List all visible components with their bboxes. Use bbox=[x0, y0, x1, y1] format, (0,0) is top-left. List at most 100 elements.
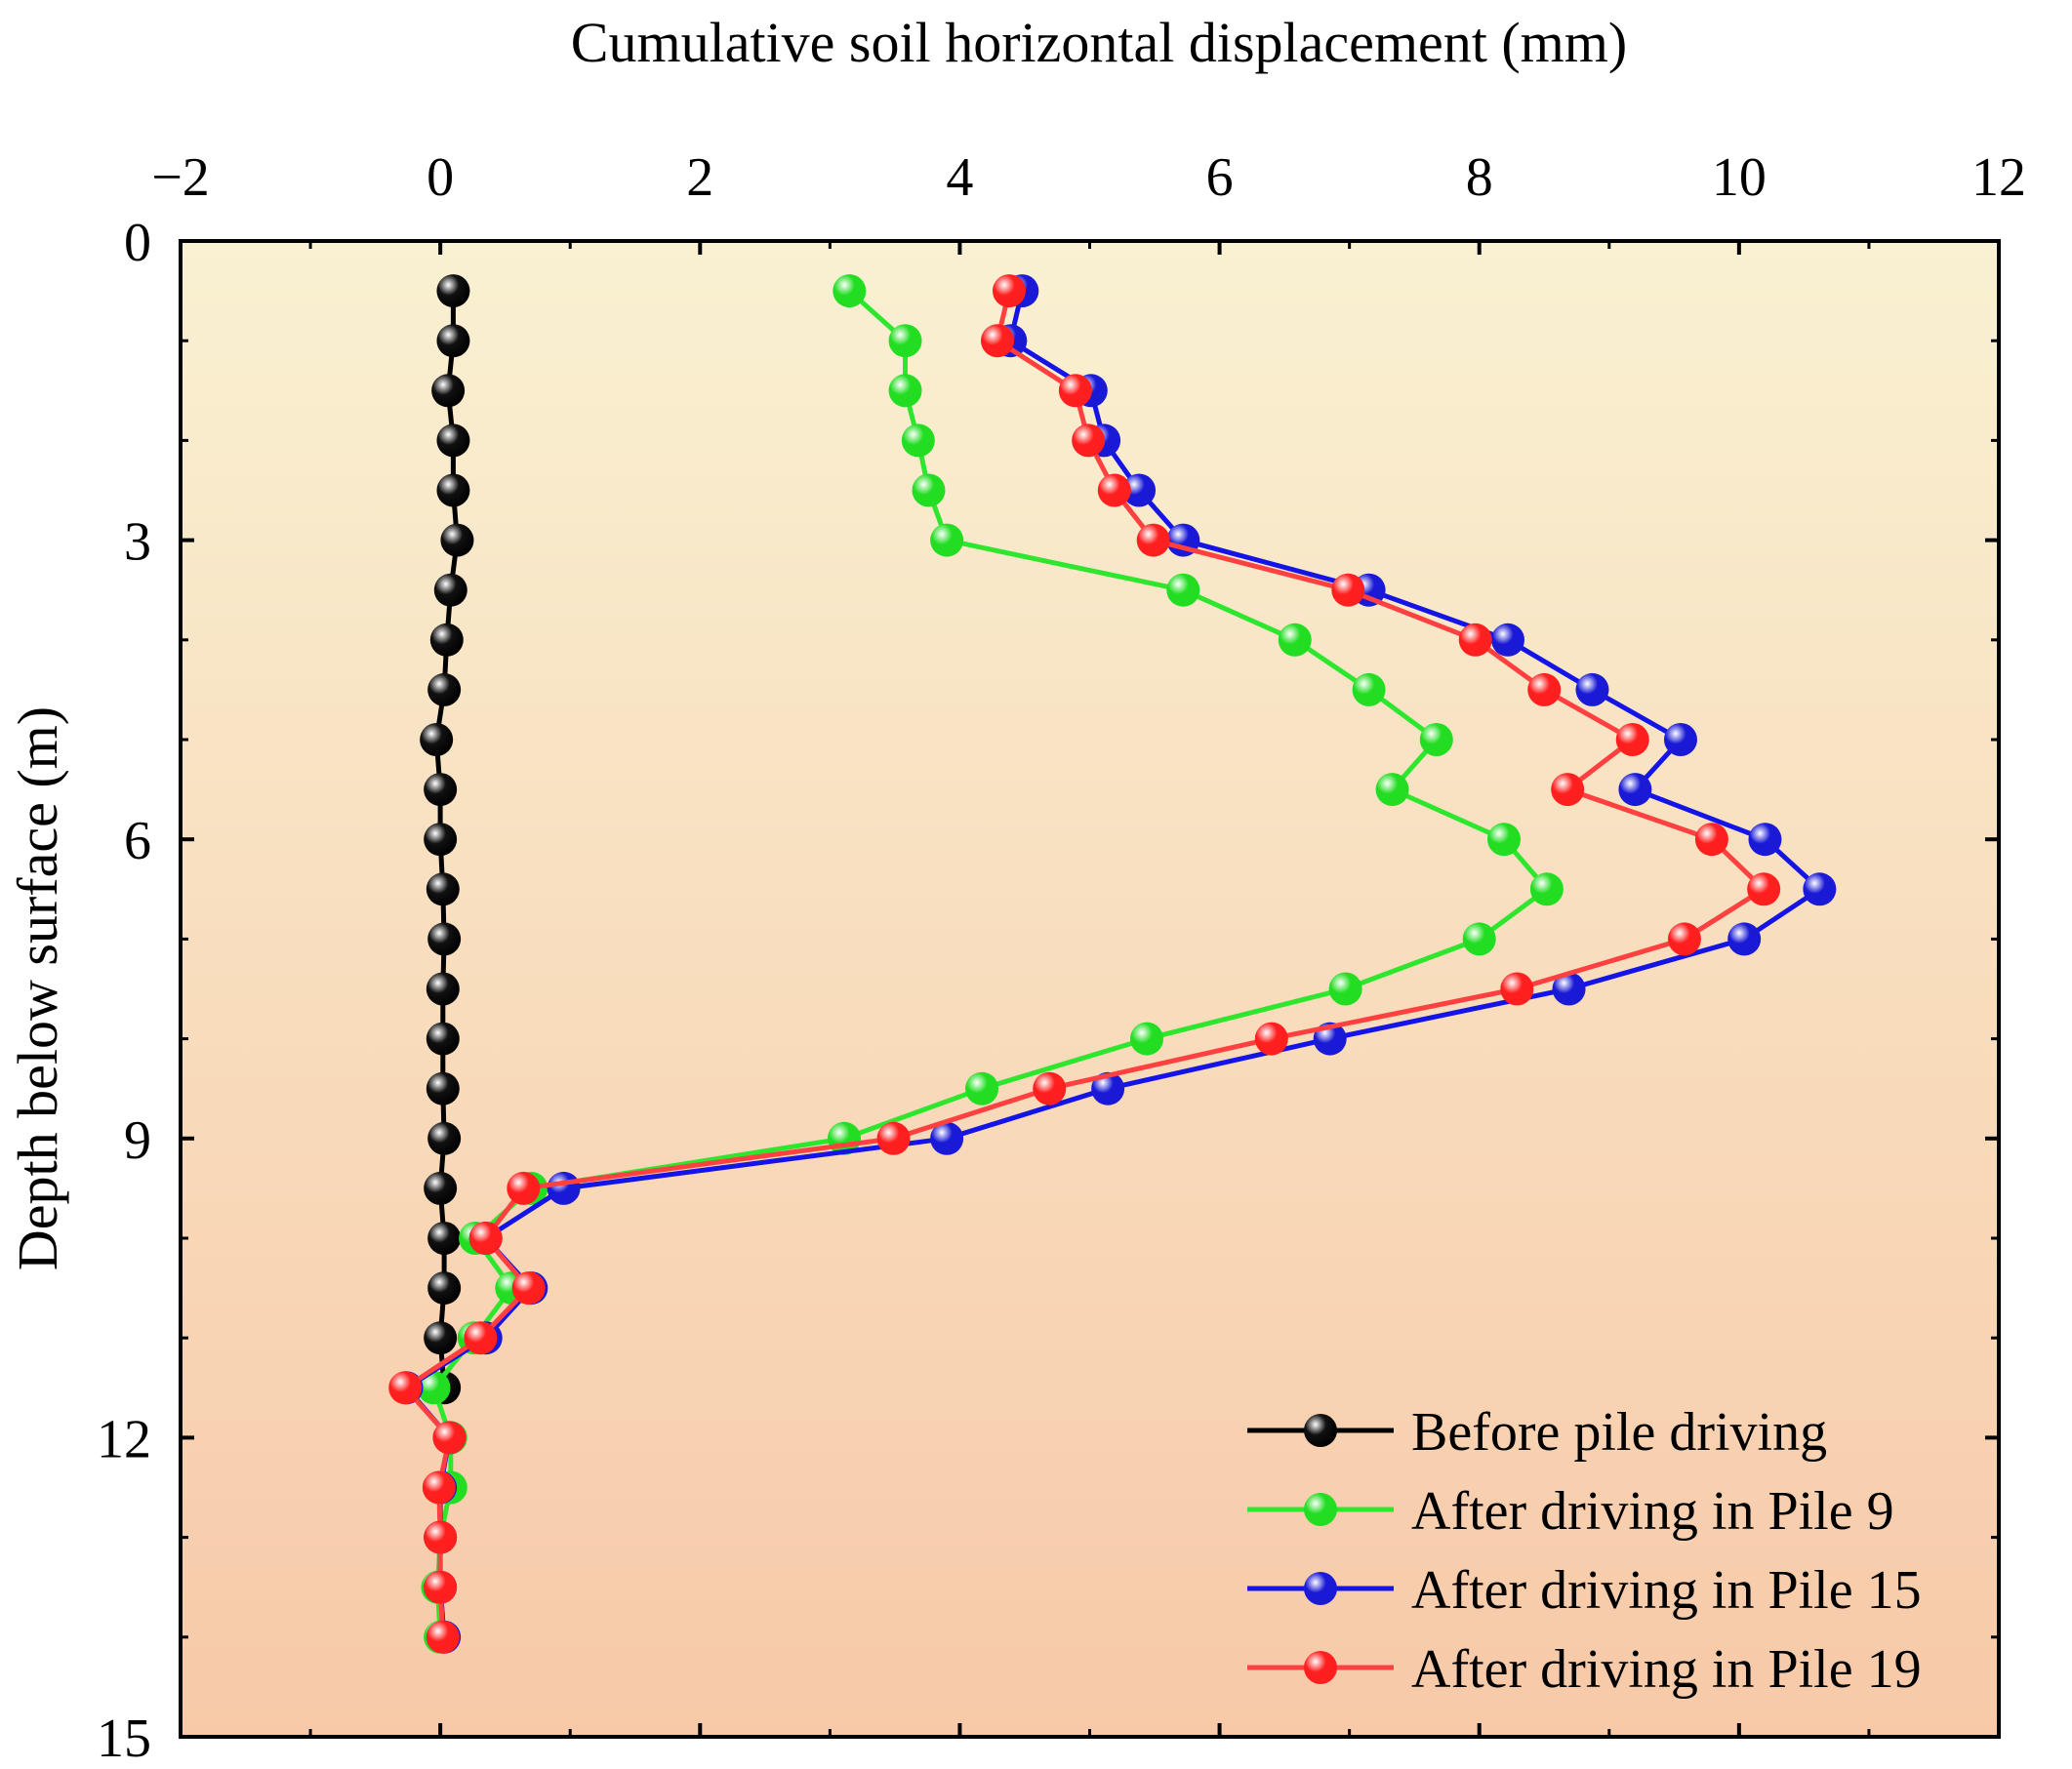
data-point bbox=[436, 423, 470, 458]
data-point bbox=[1615, 723, 1649, 756]
data-point bbox=[833, 274, 867, 308]
data-point bbox=[1122, 473, 1157, 507]
data-point bbox=[1419, 723, 1453, 756]
x-tick-label: 6 bbox=[1206, 147, 1234, 208]
data-point bbox=[1486, 823, 1521, 857]
data-point bbox=[965, 1071, 999, 1106]
data-point bbox=[547, 1171, 581, 1205]
legend-entry-after-driving-in-pile-19: After driving in Pile 19 bbox=[1247, 1639, 1922, 1700]
data-point bbox=[1727, 922, 1762, 956]
data-point bbox=[417, 1371, 451, 1405]
data-point bbox=[1747, 872, 1781, 906]
plot-frame bbox=[179, 239, 2001, 1739]
x-tick-label: 10 bbox=[1712, 147, 1767, 208]
legend-entry-after-driving-in-pile-15: After driving in Pile 15 bbox=[1247, 1560, 1922, 1621]
series-after-driving-in-pile-19 bbox=[388, 274, 1781, 1654]
legend-marker bbox=[1304, 1414, 1337, 1447]
data-point bbox=[1667, 922, 1701, 956]
legend-label: After driving in Pile 9 bbox=[1411, 1481, 1894, 1542]
data-point bbox=[426, 1071, 460, 1106]
data-point bbox=[427, 672, 462, 706]
series-line bbox=[431, 289, 1550, 1637]
legend-label: Before pile driving bbox=[1411, 1402, 1827, 1463]
data-point bbox=[1033, 1071, 1067, 1106]
data-point bbox=[420, 723, 454, 756]
x-tick-label: 12 bbox=[1971, 147, 2026, 208]
data-point bbox=[436, 473, 470, 507]
data-point bbox=[422, 1470, 456, 1505]
data-point bbox=[440, 523, 474, 557]
y-tick-label: 0 bbox=[124, 213, 151, 273]
data-point bbox=[1166, 573, 1200, 607]
legend-entry-before-pile-driving: Before pile driving bbox=[1247, 1402, 1827, 1463]
series-before-pile-driving bbox=[420, 274, 474, 1405]
data-point bbox=[427, 1121, 462, 1155]
data-point bbox=[388, 1371, 423, 1405]
data-point bbox=[930, 1121, 964, 1155]
data-point bbox=[429, 623, 464, 657]
data-point bbox=[426, 1620, 460, 1654]
data-point bbox=[1462, 922, 1496, 956]
y-tick-label: 6 bbox=[124, 811, 151, 871]
data-point bbox=[992, 274, 1026, 308]
x-tick-label: 2 bbox=[686, 147, 713, 208]
data-point bbox=[468, 1222, 503, 1255]
data-point bbox=[511, 1271, 546, 1306]
data-point bbox=[1136, 523, 1170, 557]
y-tick-label: 12 bbox=[97, 1409, 151, 1469]
data-point bbox=[1803, 872, 1837, 906]
data-point bbox=[930, 523, 964, 557]
legend: Before pile driving After driving in Pile… bbox=[1247, 1402, 1922, 1700]
legend-label: After driving in Pile 19 bbox=[1411, 1639, 1922, 1700]
x-axis-title: Cumulative soil horizontal displacement … bbox=[571, 11, 1627, 74]
legend-label: After driving in Pile 15 bbox=[1411, 1560, 1922, 1621]
y-tick-label: 9 bbox=[124, 1110, 151, 1171]
data-point bbox=[464, 1321, 498, 1355]
data-point bbox=[424, 773, 458, 807]
data-point bbox=[426, 1022, 460, 1056]
data-point bbox=[424, 1570, 458, 1604]
data-point bbox=[424, 823, 458, 857]
data-point bbox=[1375, 773, 1409, 807]
data-point bbox=[427, 922, 462, 956]
data-point bbox=[1575, 672, 1609, 706]
data-point bbox=[1529, 872, 1564, 906]
data-point bbox=[436, 274, 470, 308]
y-tick-label: 3 bbox=[124, 512, 151, 573]
data-point bbox=[432, 1421, 467, 1455]
data-point bbox=[424, 1321, 458, 1355]
series-layer bbox=[388, 274, 1837, 1654]
data-point bbox=[436, 324, 470, 358]
data-point bbox=[424, 1171, 458, 1205]
x-tick-label: 0 bbox=[427, 147, 454, 208]
legend-marker bbox=[1304, 1651, 1337, 1684]
data-point bbox=[1500, 972, 1534, 1006]
data-point bbox=[1527, 672, 1562, 706]
data-point bbox=[1331, 573, 1365, 607]
series-line bbox=[402, 290, 1767, 1637]
data-point bbox=[876, 1121, 911, 1155]
y-tick-label: 15 bbox=[97, 1709, 151, 1769]
data-point bbox=[431, 374, 466, 408]
data-point bbox=[1748, 823, 1782, 857]
data-point bbox=[1254, 1022, 1288, 1056]
data-point bbox=[912, 473, 946, 507]
data-point bbox=[427, 1222, 462, 1255]
data-point bbox=[426, 972, 460, 1006]
data-point bbox=[426, 872, 460, 906]
legend-marker bbox=[1304, 1572, 1337, 1605]
data-point bbox=[1278, 623, 1312, 657]
data-point bbox=[901, 423, 935, 458]
data-point bbox=[1130, 1022, 1164, 1056]
data-point bbox=[424, 1520, 458, 1554]
data-point bbox=[1328, 972, 1362, 1006]
data-point bbox=[1490, 623, 1524, 657]
x-tick-label: −2 bbox=[151, 147, 210, 208]
data-point bbox=[507, 1171, 541, 1205]
data-point bbox=[1552, 972, 1586, 1006]
data-point bbox=[433, 573, 467, 607]
data-point bbox=[1091, 1071, 1125, 1106]
data-point bbox=[1618, 773, 1652, 807]
